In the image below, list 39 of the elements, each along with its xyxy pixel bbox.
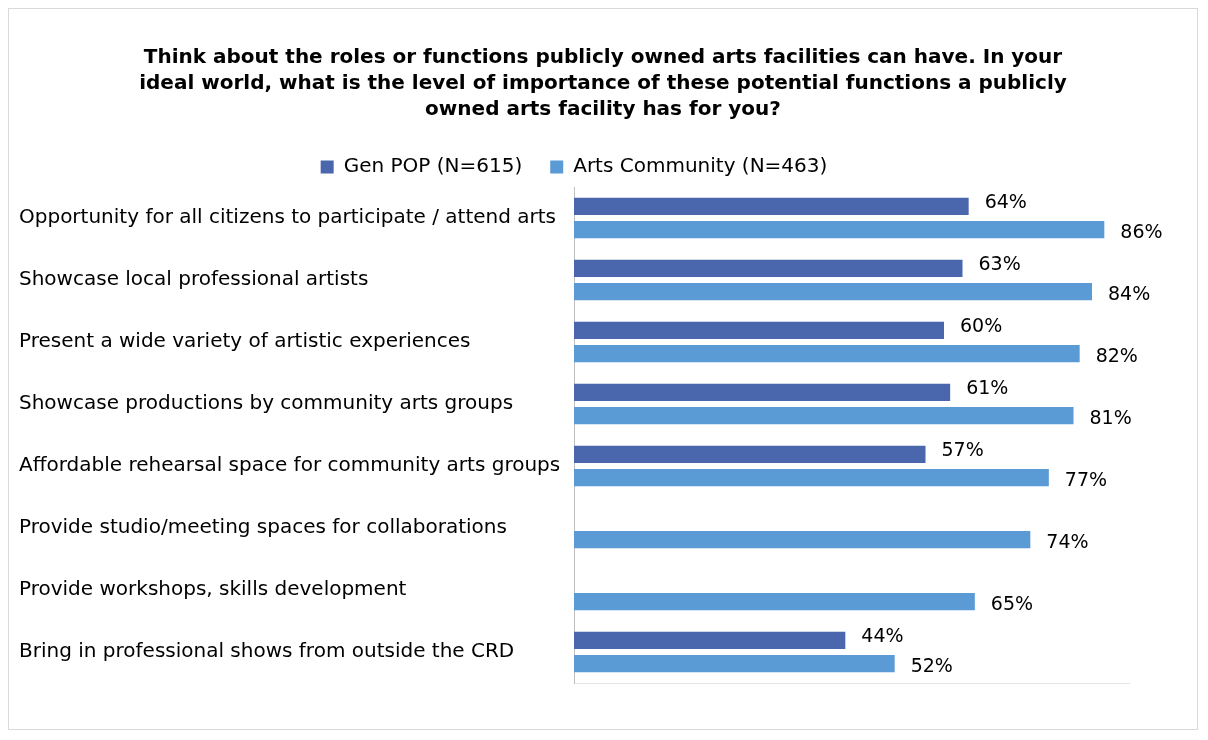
data-label: 63% — [978, 252, 1021, 275]
data-label: 86% — [1120, 219, 1163, 242]
bar — [574, 197, 969, 216]
y-tick-label: Present a wide variety of artistic experiences — [19, 328, 471, 353]
data-label: 65% — [990, 591, 1034, 614]
bar — [574, 631, 846, 650]
data-label: 64% — [984, 190, 1027, 213]
legend-label: Gen POP (N=615) — [343, 153, 523, 178]
bar — [574, 406, 1074, 425]
legend-label: Arts Community (N=463) — [573, 153, 828, 178]
data-label: 60% — [960, 314, 1003, 337]
bar — [574, 592, 975, 611]
bar — [574, 654, 895, 673]
y-tick-label: Showcase productions by community arts groups — [19, 390, 514, 415]
data-label: 44% — [861, 624, 904, 647]
y-tick-label: Showcase local professional artists — [19, 266, 369, 291]
data-label: 57% — [941, 438, 984, 461]
bar — [574, 530, 1031, 549]
y-tick-label: Affordable rehearsal space for community arts groups — [19, 452, 561, 477]
data-label: 74% — [1046, 529, 1089, 552]
y-tick-label: Provide workshops, skills development — [19, 576, 407, 601]
bar — [574, 344, 1080, 363]
data-label: 61% — [966, 376, 1009, 399]
bar — [574, 468, 1049, 487]
data-label: 52% — [910, 653, 953, 676]
data-label: 84% — [1108, 281, 1151, 304]
bar — [574, 259, 963, 278]
y-tick-label: Bring in professional shows from outside the CRD — [19, 638, 515, 663]
bar — [574, 445, 926, 464]
y-tick-label: Opportunity for all citizens to participate / attend arts — [19, 204, 556, 229]
bar — [574, 282, 1092, 301]
data-label: 77% — [1064, 467, 1108, 490]
chart-title: Think about the roles or functions publicly owned arts facilities can have. In your ideal world, what is the level of importance of these potential functions a publicly owned arts facility has for you? — [138, 43, 1068, 121]
y-tick-label: Provide studio/meeting spaces for collaborations — [19, 514, 507, 539]
bar — [574, 220, 1105, 239]
bar — [574, 383, 951, 402]
bar — [574, 321, 944, 340]
data-label: 82% — [1095, 343, 1138, 366]
data-label: 81% — [1089, 405, 1132, 428]
